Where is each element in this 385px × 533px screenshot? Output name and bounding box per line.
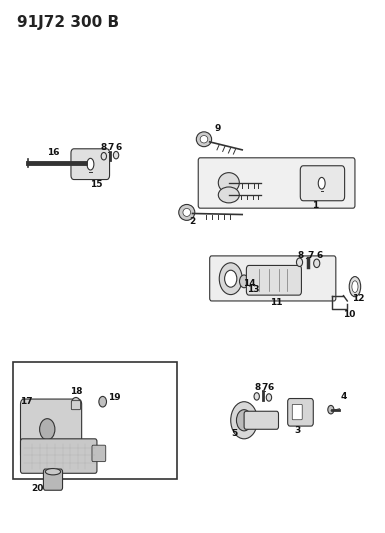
Text: 18: 18: [70, 387, 82, 396]
Text: 91J72 300 B: 91J72 300 B: [17, 14, 119, 30]
Ellipse shape: [218, 173, 239, 193]
Text: 9: 9: [214, 124, 221, 133]
FancyBboxPatch shape: [71, 149, 110, 180]
Circle shape: [219, 263, 242, 295]
Text: 16: 16: [47, 148, 59, 157]
Text: 2: 2: [189, 217, 196, 226]
Text: 3: 3: [295, 426, 301, 435]
Ellipse shape: [179, 205, 195, 220]
FancyBboxPatch shape: [44, 469, 62, 490]
Text: 19: 19: [108, 393, 121, 402]
Ellipse shape: [72, 398, 80, 406]
FancyBboxPatch shape: [244, 411, 278, 429]
Text: 13: 13: [248, 285, 260, 294]
FancyBboxPatch shape: [198, 158, 355, 208]
Text: 11: 11: [270, 298, 283, 307]
Text: 8: 8: [298, 252, 304, 261]
Text: 7: 7: [261, 383, 268, 392]
Ellipse shape: [87, 158, 94, 170]
Circle shape: [328, 406, 334, 414]
FancyBboxPatch shape: [20, 399, 82, 460]
FancyBboxPatch shape: [300, 166, 345, 201]
Circle shape: [99, 397, 107, 407]
FancyBboxPatch shape: [71, 401, 80, 410]
Bar: [13, 362, 177, 479]
FancyBboxPatch shape: [292, 405, 302, 419]
Ellipse shape: [349, 277, 361, 297]
Circle shape: [239, 275, 249, 288]
Circle shape: [113, 151, 119, 159]
Circle shape: [224, 270, 237, 287]
FancyBboxPatch shape: [288, 399, 313, 426]
Ellipse shape: [318, 177, 325, 189]
FancyBboxPatch shape: [246, 265, 301, 295]
Text: 6: 6: [316, 252, 323, 261]
Text: 20: 20: [32, 483, 44, 492]
FancyBboxPatch shape: [210, 256, 336, 301]
Text: 8: 8: [254, 383, 261, 392]
Text: 14: 14: [244, 279, 256, 288]
Text: 8: 8: [100, 143, 107, 152]
Text: 5: 5: [231, 429, 238, 438]
Circle shape: [101, 152, 107, 160]
FancyBboxPatch shape: [92, 445, 106, 462]
Text: 1: 1: [312, 201, 318, 210]
Ellipse shape: [352, 281, 358, 293]
Circle shape: [236, 410, 252, 431]
Circle shape: [296, 258, 303, 266]
Text: 6: 6: [115, 143, 122, 152]
Ellipse shape: [183, 208, 191, 216]
Text: 7: 7: [107, 143, 114, 152]
Text: 7: 7: [307, 252, 313, 261]
Text: 17: 17: [20, 397, 33, 406]
Text: 15: 15: [90, 180, 102, 189]
Ellipse shape: [218, 187, 239, 203]
Text: 4: 4: [340, 392, 346, 401]
FancyBboxPatch shape: [20, 439, 97, 473]
Text: 6: 6: [267, 383, 274, 392]
Circle shape: [231, 402, 258, 439]
Circle shape: [254, 393, 259, 400]
Ellipse shape: [196, 132, 212, 147]
Text: 12: 12: [353, 294, 365, 303]
Ellipse shape: [200, 135, 208, 143]
Circle shape: [314, 259, 320, 268]
Circle shape: [266, 394, 272, 401]
Ellipse shape: [45, 469, 60, 475]
Circle shape: [40, 419, 55, 440]
Text: 10: 10: [343, 310, 355, 319]
